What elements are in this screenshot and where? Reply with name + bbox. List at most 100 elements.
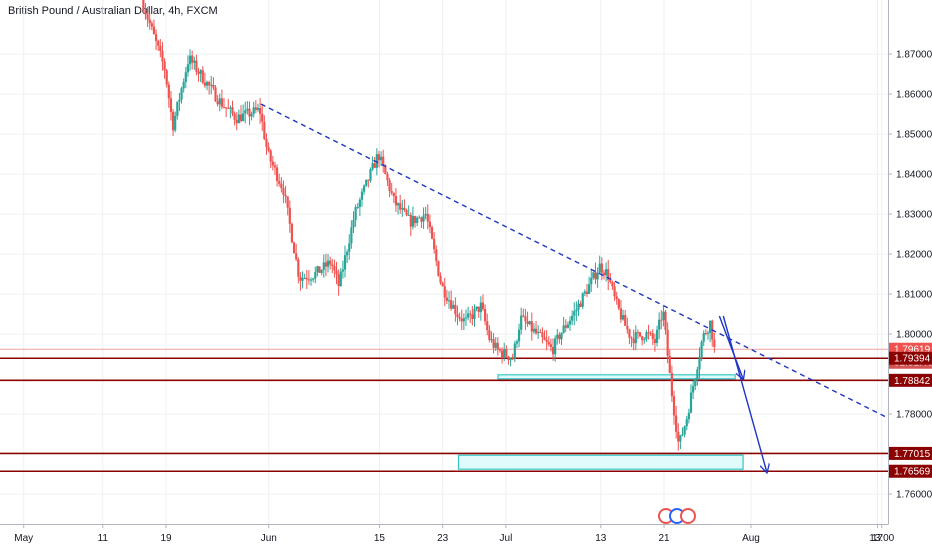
- candle: [169, 98, 173, 112]
- candle: [458, 317, 461, 319]
- level-price-label: 1.79394: [894, 354, 931, 365]
- y-tick-label: 1.87000: [896, 50, 932, 61]
- events-badge-icon[interactable]: [655, 504, 699, 526]
- arrows[interactable]: [718, 315, 766, 472]
- candle: [256, 107, 260, 110]
- price-tags: 1.7961901:51:461.793941.788421.770151.76…: [889, 342, 932, 478]
- candle: [624, 315, 627, 326]
- x-tick-label: 11: [98, 533, 109, 544]
- candle: [511, 358, 514, 360]
- candle: [193, 60, 196, 63]
- candle: [554, 338, 557, 355]
- candle: [244, 110, 247, 114]
- candle: [526, 321, 529, 325]
- candle: [348, 243, 351, 252]
- candle: [638, 332, 642, 337]
- candle: [549, 344, 553, 348]
- candle: [396, 203, 400, 206]
- y-tick-label: 1.85000: [896, 130, 932, 141]
- candle: [229, 107, 232, 109]
- candle: [636, 332, 640, 334]
- candle: [318, 266, 321, 273]
- candle: [609, 280, 612, 283]
- candle: [214, 87, 217, 102]
- candle: [675, 415, 678, 432]
- candle: [416, 217, 419, 224]
- candle: [515, 341, 519, 344]
- candle: [643, 339, 646, 341]
- candle: [248, 108, 251, 117]
- candle: [350, 227, 353, 244]
- candle: [522, 315, 525, 317]
- x-tick-label: 19: [160, 533, 172, 544]
- candle: [685, 419, 688, 427]
- candle: [303, 277, 306, 279]
- candle: [564, 325, 567, 328]
- candle: [645, 332, 648, 340]
- candle: [212, 84, 215, 88]
- candle: [662, 311, 665, 320]
- candle: [280, 183, 283, 189]
- candle: [692, 386, 695, 393]
- candle: [704, 333, 707, 335]
- candle: [575, 309, 578, 312]
- candle: [649, 332, 652, 334]
- candle: [477, 306, 480, 313]
- candle: [443, 286, 446, 298]
- candle: [167, 84, 170, 99]
- candle: [329, 260, 332, 265]
- candle: [267, 147, 270, 151]
- y-tick-label: 1.86000: [896, 90, 932, 101]
- candle: [216, 101, 219, 105]
- x-tick-label: 17: [872, 533, 884, 544]
- candle: [227, 108, 230, 110]
- candle: [384, 165, 387, 174]
- candle: [617, 299, 620, 309]
- candle: [696, 369, 699, 380]
- candle: [375, 154, 378, 168]
- candle: [246, 108, 249, 111]
- candle: [558, 334, 561, 340]
- x-tick-label: 23: [437, 533, 449, 544]
- trendline[interactable]: [260, 103, 889, 419]
- level-price-tag: [889, 464, 932, 478]
- candle: [161, 50, 164, 62]
- candle: [331, 264, 334, 267]
- candle: [630, 337, 633, 339]
- projection-arrow: [718, 315, 743, 379]
- candle: [655, 329, 659, 343]
- candle: [269, 150, 272, 162]
- candle: [142, 0, 145, 11]
- candle: [261, 113, 264, 122]
- candle: [407, 214, 410, 216]
- y-tick-label: 1.81000: [896, 290, 932, 301]
- candle: [647, 332, 650, 334]
- candle: [592, 272, 595, 278]
- candle: [222, 106, 226, 108]
- zones: [457, 374, 744, 470]
- candle: [152, 26, 156, 35]
- candle: [641, 336, 644, 341]
- level-price-tag: [889, 373, 932, 387]
- level-price-label: 1.79619: [894, 345, 931, 356]
- candle: [626, 325, 629, 330]
- candle: [235, 119, 238, 124]
- x-tick-label: 13: [595, 533, 607, 544]
- candle: [694, 379, 697, 387]
- candle: [195, 60, 198, 72]
- candle: [481, 302, 485, 310]
- candle: [556, 334, 559, 339]
- candle: [252, 107, 255, 114]
- candle: [611, 282, 614, 287]
- candle: [405, 210, 408, 216]
- candle: [483, 309, 487, 322]
- candle: [702, 333, 705, 342]
- candle: [498, 349, 502, 351]
- candle: [433, 238, 436, 250]
- candle: [430, 227, 434, 239]
- candle: [352, 220, 355, 228]
- candle: [594, 272, 597, 280]
- candle: [157, 40, 160, 46]
